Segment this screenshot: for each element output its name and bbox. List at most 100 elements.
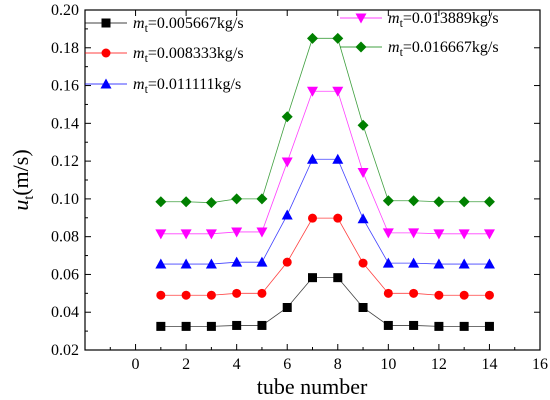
data-point bbox=[383, 320, 393, 330]
y-tick-label: 0.12 bbox=[51, 153, 79, 170]
series-line bbox=[160, 37, 490, 204]
data-point bbox=[231, 193, 243, 205]
legend-marker bbox=[100, 78, 112, 89]
data-point bbox=[483, 229, 495, 240]
data-point bbox=[382, 195, 394, 207]
data-point bbox=[409, 288, 419, 298]
data-point bbox=[484, 321, 494, 331]
x-tick-label: 6 bbox=[283, 356, 291, 373]
data-point bbox=[357, 119, 369, 131]
data-point bbox=[308, 273, 317, 283]
series-layer bbox=[155, 32, 495, 331]
data-point bbox=[257, 320, 267, 330]
series-1 bbox=[156, 273, 494, 331]
series-3 bbox=[155, 153, 495, 269]
y-tick-label: 0.14 bbox=[51, 115, 79, 132]
data-point bbox=[358, 258, 368, 268]
data-point bbox=[434, 290, 444, 300]
series-4 bbox=[155, 86, 495, 240]
data-point bbox=[433, 229, 445, 240]
data-point bbox=[308, 213, 317, 223]
data-point bbox=[307, 86, 318, 97]
legend-entry-5: mt=0.016667kg/s bbox=[340, 39, 499, 59]
data-point bbox=[484, 290, 494, 300]
data-point bbox=[282, 303, 292, 312]
x-tick-label: 4 bbox=[233, 356, 241, 373]
x-tick-label: 16 bbox=[532, 356, 548, 373]
y-axis-title: ut(m/s) bbox=[8, 149, 37, 210]
data-point bbox=[307, 153, 318, 164]
data-point bbox=[358, 303, 368, 312]
legend-label: mt=0.005667kg/s bbox=[133, 15, 244, 35]
series-line bbox=[160, 277, 490, 327]
series-line bbox=[160, 158, 490, 265]
axes: 0 2 4 6 8 10 12 14 16 0.02 0.04 0.06 0.08 0.10 0.12 0.1… bbox=[51, 2, 548, 373]
data-point bbox=[458, 229, 470, 240]
data-point bbox=[281, 157, 293, 168]
data-point bbox=[181, 290, 191, 300]
data-point bbox=[382, 257, 394, 268]
data-point bbox=[231, 256, 243, 267]
y-axis-title-unit: (m/s) bbox=[8, 149, 33, 195]
data-point bbox=[409, 320, 419, 330]
data-point bbox=[205, 258, 217, 269]
legend-entry-4: mt=0.013889kg/s bbox=[340, 10, 499, 30]
x-axis-title: tube number bbox=[257, 374, 368, 399]
data-point bbox=[205, 229, 217, 240]
data-point bbox=[180, 229, 192, 240]
data-point bbox=[458, 258, 470, 269]
legend-marker bbox=[355, 13, 367, 24]
legend-label: mt=0.013889kg/s bbox=[388, 10, 499, 30]
legend-marker bbox=[101, 18, 111, 28]
x-tick-label: 12 bbox=[431, 356, 447, 373]
legend-label: mt=0.011111kg/s bbox=[133, 76, 241, 96]
data-point bbox=[483, 258, 495, 269]
y-tick-label: 0.04 bbox=[51, 304, 79, 321]
legend: mt=0.005667kg/s mt=0.008333kg/s mt=0.01111… bbox=[85, 10, 499, 96]
data-point bbox=[433, 258, 445, 269]
legend-marker bbox=[101, 48, 111, 58]
data-point bbox=[181, 321, 191, 331]
data-point bbox=[357, 213, 369, 224]
series-5 bbox=[155, 32, 495, 209]
legend-entry-3: mt=0.011111kg/s bbox=[85, 76, 241, 96]
data-point bbox=[408, 257, 420, 268]
data-point bbox=[383, 288, 393, 298]
series-line bbox=[160, 90, 490, 235]
data-point bbox=[434, 321, 444, 331]
data-point bbox=[332, 153, 344, 164]
data-point bbox=[256, 227, 268, 238]
y-tick-label: 0.20 bbox=[51, 2, 79, 19]
x-tick-label: 8 bbox=[334, 356, 342, 373]
x-tick-label: 10 bbox=[380, 356, 396, 373]
y-tick-label: 0.18 bbox=[51, 40, 79, 57]
legend-label: mt=0.016667kg/s bbox=[388, 39, 499, 59]
x-tick-label: 2 bbox=[182, 356, 190, 373]
y-tick-label: 0.08 bbox=[51, 229, 79, 246]
x-tick-label: 0 bbox=[132, 356, 140, 373]
legend-entry-1: mt=0.005667kg/s bbox=[85, 15, 244, 35]
data-point bbox=[382, 228, 394, 239]
data-point bbox=[333, 213, 343, 223]
data-point bbox=[433, 196, 445, 208]
x-tick-label: 14 bbox=[481, 356, 497, 373]
legend-marker bbox=[355, 41, 367, 53]
data-point bbox=[232, 288, 242, 298]
data-point bbox=[408, 228, 420, 239]
data-point bbox=[281, 111, 293, 123]
series-2 bbox=[156, 213, 494, 300]
data-point bbox=[256, 256, 268, 267]
data-point bbox=[282, 257, 292, 267]
y-axis-title-sub: t bbox=[22, 196, 37, 200]
data-point bbox=[281, 209, 293, 220]
data-point bbox=[357, 167, 369, 178]
data-point bbox=[307, 32, 318, 44]
data-point bbox=[155, 258, 167, 269]
data-point bbox=[180, 196, 192, 208]
data-point bbox=[232, 320, 242, 330]
y-tick-label: 0.10 bbox=[51, 191, 79, 208]
y-axis-title-main: u bbox=[8, 200, 33, 211]
data-point bbox=[156, 290, 166, 300]
svg-text:ut(m/s): ut(m/s) bbox=[8, 149, 37, 210]
data-point bbox=[459, 321, 469, 331]
